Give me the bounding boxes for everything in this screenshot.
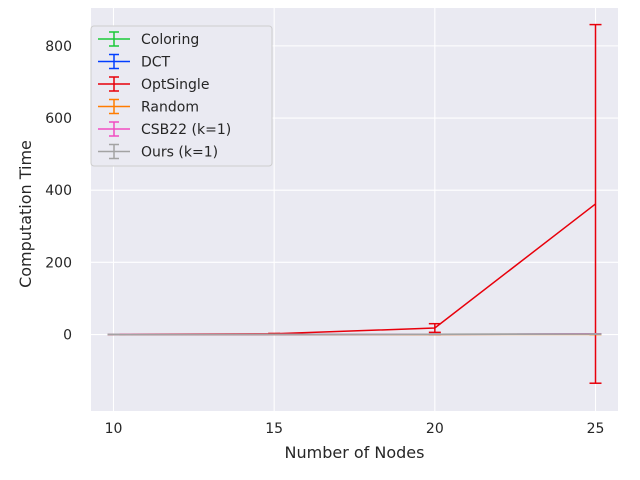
legend-label: Coloring (141, 32, 199, 48)
x-tick-labels: 10 15 20 25 (105, 421, 605, 437)
y-tick-label: 200 (45, 255, 72, 271)
x-tick-label: 25 (587, 421, 605, 437)
x-tick-label: 20 (426, 421, 444, 437)
legend-label: OptSingle (141, 77, 209, 93)
x-tick-label: 15 (265, 421, 283, 437)
series-ours-k-1- (107, 333, 602, 336)
y-tick-label: 800 (45, 39, 72, 55)
y-tick-labels: 0 200 400 600 800 (45, 39, 72, 344)
x-tick-label: 10 (105, 421, 123, 437)
legend-label: CSB22 (k=1) (141, 122, 231, 138)
y-axis-label: Computation Time (16, 140, 35, 288)
y-tick-label: 400 (45, 183, 72, 199)
y-tick-label: 600 (45, 111, 72, 127)
legend: Coloring DCT OptSingle Random CSB22 (k=1) Our… (90, 25, 273, 167)
x-axis-label: Number of Nodes (285, 443, 425, 462)
legend-label: Ours (k=1) (141, 145, 218, 161)
legend-box (90, 25, 273, 167)
y-tick-label: 0 (63, 328, 72, 344)
legend-label: Random (141, 100, 199, 116)
series-layer (107, 23, 602, 384)
legend-label: DCT (141, 55, 171, 71)
